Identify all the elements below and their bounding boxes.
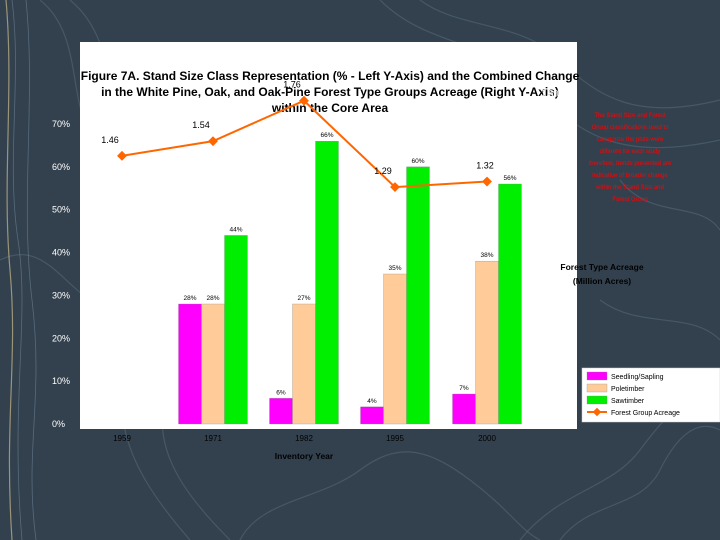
right-tick-label: 2.00 [541,52,559,62]
right-tick-label: 0.20 [541,382,559,392]
annotation-line: different for each study [600,149,661,155]
right-tick-label: 1.20 [541,199,559,209]
bar-value-label: 28% [183,295,196,302]
bar-seedling-2000 [452,393,476,425]
right-tick-label: 1.60 [541,125,559,135]
title-line-3: within the Core Area [271,101,389,115]
right-axis-title-line-2: (Million Acres) [573,276,631,286]
left-y-axis: 0% 10% 20% 30% 40% 50% 60% 70% [52,119,70,429]
annotation-line: Group classifications used to [592,125,669,131]
bar-value-label: 66% [320,132,333,139]
acreage-value-label: 1.54 [192,120,210,130]
acreage-point-1995 [390,182,400,193]
x-category-label: 2000 [478,434,496,443]
left-tick-label: 0% [52,419,65,429]
right-tick-label: 0.80 [541,272,559,282]
legend-label: Seedling/Sapling [611,374,664,381]
right-tick-label: 1.40 [541,162,559,172]
acreage-line-series: 1.46 1.54 1.76 1.29 1.32 [101,80,494,193]
acreage-value-label: 1.46 [101,135,119,145]
bar-poletimber-1982 [292,303,316,425]
left-tick-label: 70% [52,119,70,129]
right-y-axis: - 0.20 0.40 0.60 0.80 1.00 1.20 1.40 1.60 1.80 2.0… [530,52,559,429]
acreage-point-1959 [117,150,127,161]
bar-seedling-1971 [178,303,202,425]
bar-poletimber-1971 [201,303,225,425]
right-axis-title-line-1: Forest Type Acreage [560,262,643,272]
bar-sawtimber-1995 [406,166,430,425]
legend-swatch [586,395,608,405]
bar-value-label: 44% [229,226,242,233]
legend: Seedling/Sapling Poletimber Sawtimber Fores… [581,367,720,423]
legend-label: Poletimber [611,386,645,393]
x-axis-title: Inventory Year [275,451,334,461]
left-tick-label: 60% [52,162,70,172]
x-axis-categories: 1959 1971 1982 1995 2000 [113,434,496,443]
left-tick-label: 20% [52,333,70,343]
legend-marker [592,407,602,417]
right-tick-label: 1.00 [541,235,559,245]
annotation-line: within the Stand Size and [595,185,664,191]
bar-value-label: 60% [411,158,424,165]
acreage-point-1971 [208,136,218,147]
bar-sawtimber-2000 [498,183,522,425]
left-tick-label: 50% [52,205,70,215]
x-category-label: 1982 [295,434,313,443]
x-category-label: 1971 [204,434,222,443]
bar-value-label: 4% [367,398,377,405]
acreage-point-2000 [482,176,492,187]
annotation-note: The Stand Size and Forest Group classific… [589,113,672,203]
acreage-value-label: 1.29 [374,166,392,176]
legend-label: Sawtimber [611,398,645,405]
bar-value-label: 27% [297,295,310,302]
bar-poletimber-1995 [383,273,407,425]
bar-seedling-1982 [269,398,293,425]
right-tick-label: 0.60 [541,309,559,319]
bar-value-label: 38% [480,252,493,259]
acreage-value-label: 1.32 [476,161,494,171]
bar-value-label: 7% [459,385,469,392]
bar-value-label: 35% [388,265,401,272]
x-category-label: 1995 [386,434,404,443]
right-tick-label: 0.40 [541,346,559,356]
right-tick-label: - [541,419,544,429]
right-tick-label: 1.80 [541,88,559,98]
bar-value-label: 6% [276,389,286,396]
bar-value-label: 28% [206,295,219,302]
annotation-line: The Stand Size and Forest [594,113,666,119]
annotation-line: therefore, trends presented are [589,161,672,167]
bar-series: 28% 6% 4% 7% 28% 27% 35% 38% 44% 66% 60% 56% [178,132,522,425]
title-line-1: Figure 7A. Stand Size Class Representati… [81,69,580,83]
bar-poletimber-2000 [475,260,499,425]
annotation-line: indicative of broader change [592,173,668,179]
bar-sawtimber-1982 [315,140,339,425]
left-tick-label: 10% [52,376,70,386]
legend-swatch [586,383,608,393]
bar-sawtimber-1971 [224,235,248,425]
bar-seedling-1995 [360,406,384,425]
acreage-value-label: 1.76 [283,80,301,90]
left-tick-label: 30% [52,290,70,300]
legend-swatch [586,371,608,381]
legend-label: Forest Group Acreage [611,410,680,417]
bar-value-label: 56% [503,175,516,182]
left-tick-label: 40% [52,248,70,258]
chart-title: Figure 7A. Stand Size Class Representati… [81,69,580,115]
title-line-2: in the White Pine, Oak, and Oak-Pine For… [101,85,559,99]
annotation-line: Forest Group [612,197,648,203]
annotation-line: categorize the plots were [597,137,664,143]
x-category-label: 1959 [113,434,131,443]
